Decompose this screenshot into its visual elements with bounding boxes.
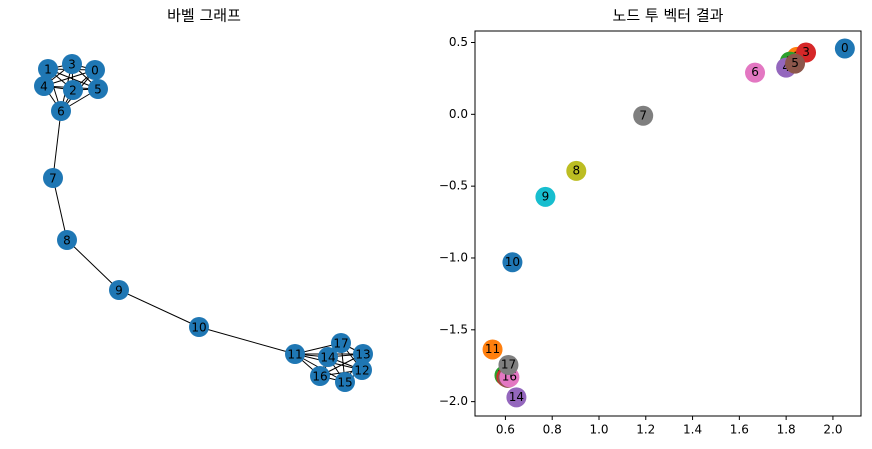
node-label: 8	[63, 234, 71, 248]
x-tick-label: 1.6	[730, 423, 749, 437]
node-label: 0	[91, 64, 99, 78]
y-tick-label: −1.5	[439, 322, 468, 336]
x-tick-label: 2.0	[823, 423, 842, 437]
node	[34, 76, 54, 96]
point	[633, 105, 654, 126]
node-label: 4	[40, 80, 48, 94]
x-tick-label: 1.0	[589, 423, 608, 437]
x-tick-label: 1.2	[636, 423, 655, 437]
point-label: 6	[751, 65, 759, 79]
node	[88, 79, 108, 99]
node-label: 15	[337, 376, 352, 390]
point	[482, 339, 503, 360]
point-label: 17	[501, 358, 516, 372]
node	[318, 347, 338, 367]
point	[566, 160, 587, 181]
node-label: 14	[320, 351, 335, 365]
point-label: 7	[639, 108, 647, 122]
point-label: 14	[509, 390, 524, 404]
node	[189, 317, 209, 337]
point-label: 11	[485, 342, 500, 356]
x-tick-label: 0.6	[496, 423, 515, 437]
plot-frame	[474, 30, 862, 417]
point	[498, 355, 519, 376]
node	[38, 59, 58, 79]
edge	[52, 110, 62, 179]
node	[43, 168, 63, 188]
node-label: 9	[115, 284, 123, 298]
node-label: 1	[44, 63, 52, 77]
node-label: 13	[355, 348, 370, 362]
node-label: 5	[94, 83, 102, 97]
node	[285, 344, 305, 364]
point-label: 5	[791, 56, 799, 70]
node	[310, 366, 330, 386]
edge	[66, 239, 120, 291]
point-label: 10	[505, 255, 520, 269]
node	[51, 101, 71, 121]
x-tick-label: 1.4	[683, 423, 702, 437]
node-label: 3	[68, 58, 76, 72]
node	[352, 360, 372, 380]
y-tick-label: −1.0	[439, 250, 468, 264]
node-label: 10	[191, 321, 206, 335]
point-label: 3	[802, 45, 810, 59]
node-label: 2	[69, 84, 77, 98]
point	[535, 186, 556, 207]
scatter-title: 노드 투 벡터 결과	[613, 7, 724, 25]
node-label: 11	[287, 348, 302, 362]
node	[109, 280, 129, 300]
node-label: 6	[57, 105, 65, 119]
node	[62, 54, 82, 74]
graph-title: 바벨 그래프	[167, 7, 241, 25]
node	[85, 60, 105, 80]
y-tick-label: −2.0	[439, 394, 468, 408]
point	[745, 62, 766, 83]
node-label: 16	[312, 370, 327, 384]
edge	[198, 326, 296, 355]
y-tick-label: −0.5	[439, 179, 468, 193]
point-label: 0	[841, 41, 849, 55]
point-label: 9	[542, 189, 550, 203]
node	[353, 344, 373, 364]
point	[502, 252, 523, 273]
point	[785, 53, 806, 74]
node	[63, 80, 83, 100]
point	[834, 38, 855, 59]
node	[57, 230, 77, 250]
node-label: 12	[354, 364, 369, 378]
y-tick-label: 0.5	[449, 35, 468, 49]
node-label: 7	[49, 172, 57, 186]
y-tick-label: 0.0	[449, 107, 468, 121]
x-tick-label: 0.8	[543, 423, 562, 437]
edge	[52, 177, 68, 241]
point	[506, 387, 527, 408]
edge	[118, 289, 200, 328]
node	[335, 372, 355, 392]
node-label: 17	[333, 337, 348, 351]
point-label: 8	[572, 163, 580, 177]
node	[331, 333, 351, 353]
x-tick-label: 1.8	[777, 423, 796, 437]
